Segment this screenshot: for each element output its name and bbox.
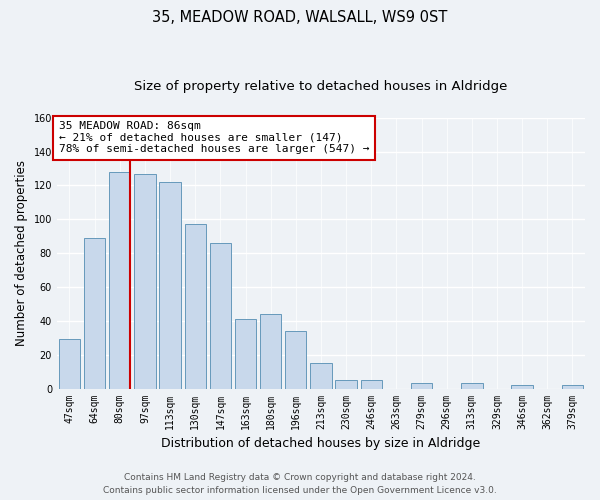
Bar (84, 238, 106, 388)
Bar (285, 331, 307, 388)
X-axis label: Distribution of detached houses by size in Aldridge: Distribution of detached houses by size … (161, 437, 481, 450)
Bar (511, 385, 533, 388)
Bar (310, 363, 332, 388)
Text: 35, MEADOW ROAD, WALSALL, WS9 0ST: 35, MEADOW ROAD, WALSALL, WS9 0ST (152, 10, 448, 25)
Title: Size of property relative to detached houses in Aldridge: Size of property relative to detached ho… (134, 80, 508, 93)
Bar (411, 384, 432, 388)
Bar (335, 380, 357, 388)
Bar (235, 319, 256, 388)
Bar (260, 314, 281, 388)
Bar (134, 174, 155, 388)
Bar (361, 380, 382, 388)
Bar (59, 340, 80, 388)
Bar (185, 224, 206, 388)
Text: Contains HM Land Registry data © Crown copyright and database right 2024.
Contai: Contains HM Land Registry data © Crown c… (103, 474, 497, 495)
Bar (160, 182, 181, 388)
Bar (461, 384, 482, 388)
Y-axis label: Number of detached properties: Number of detached properties (15, 160, 28, 346)
Bar (209, 243, 231, 388)
Bar (562, 385, 583, 388)
Bar (109, 172, 130, 388)
Text: 35 MEADOW ROAD: 86sqm
← 21% of detached houses are smaller (147)
78% of semi-det: 35 MEADOW ROAD: 86sqm ← 21% of detached … (59, 121, 370, 154)
